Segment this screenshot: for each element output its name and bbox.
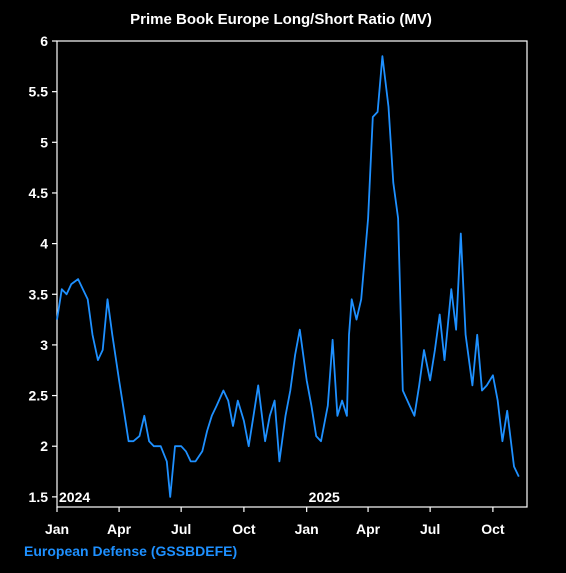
series-line (56, 55, 520, 498)
chart-title: Prime Book Europe Long/Short Ratio (MV) (130, 11, 432, 28)
x-tick-label: Jul (171, 521, 191, 537)
x-tick-label: Apr (356, 521, 381, 537)
x-tick-label: Apr (107, 521, 132, 537)
y-tick-label: 4.5 (29, 185, 49, 201)
y-tick-label: 1.5 (29, 489, 49, 505)
x-axis: Jan Apr Jul Oct Jan Apr Jul Oct (45, 507, 505, 537)
x-tick-label: Jul (420, 521, 440, 537)
plot-frame (56, 40, 528, 508)
y-tick-label: 5 (40, 134, 48, 150)
y-tick-label: 2.5 (29, 388, 49, 404)
y-tick-label: 3.5 (29, 286, 49, 302)
year-label: 2024 (59, 489, 90, 505)
series-layer (56, 55, 520, 498)
x-tick-label: Oct (481, 521, 505, 537)
y-tick-label: 3 (40, 337, 48, 353)
x-tick-label: Jan (295, 521, 319, 537)
year-labels: 2024 2025 (59, 489, 340, 505)
x-tick-label: Oct (232, 521, 256, 537)
y-tick-label: 5.5 (29, 84, 49, 100)
x-tick-label: Jan (45, 521, 69, 537)
y-tick-label: 6 (40, 33, 48, 49)
legend-entry: European Defense (GSSBDEFE) (24, 543, 237, 559)
y-axis: 1.5 2 2.5 3 3.5 4 4.5 5 5.5 6 (29, 33, 57, 505)
y-tick-label: 4 (40, 236, 48, 252)
year-label: 2025 (309, 489, 340, 505)
y-tick-label: 2 (40, 438, 48, 454)
